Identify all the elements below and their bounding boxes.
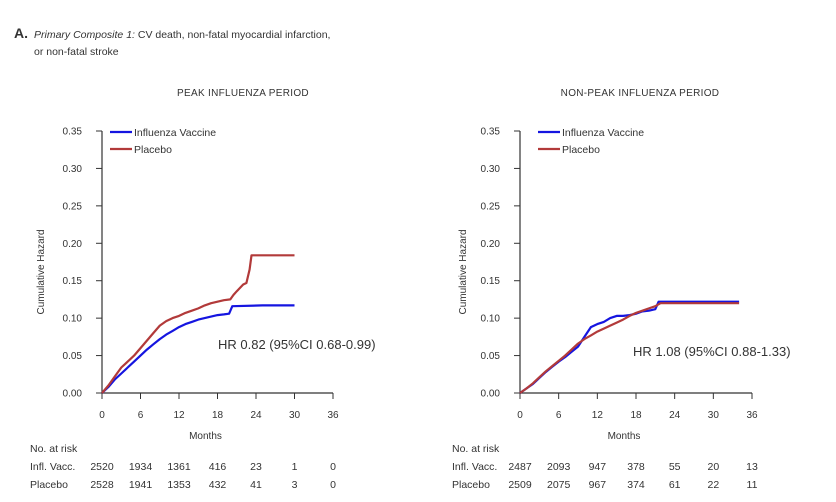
x-tick-label: 30 <box>708 410 720 421</box>
risk-table-cell: 22 <box>707 479 719 491</box>
risk-table-cell: 13 <box>746 461 758 473</box>
figure-title-line1: Primary Composite 1: CV death, non-fatal… <box>34 29 330 41</box>
risk-table-row-label: Infl. Vacc. <box>452 461 497 473</box>
y-tick-label: 0.15 <box>481 276 501 287</box>
risk-table-cell: 0 <box>330 479 336 491</box>
y-tick-label: 0.30 <box>63 164 83 175</box>
legend-label-vaccine: Influenza Vaccine <box>562 127 644 139</box>
x-tick-label: 24 <box>669 410 681 421</box>
y-tick-label: 0.05 <box>481 351 501 362</box>
x-tick-label: 30 <box>289 410 301 421</box>
risk-table-cell: 1361 <box>167 461 191 473</box>
legend-label-placebo: Placebo <box>134 144 172 156</box>
y-tick-label: 0.00 <box>481 389 501 400</box>
risk-table-cell: 61 <box>669 479 681 491</box>
risk-table-cell: 23 <box>250 461 262 473</box>
y-axis-label: Cumulative Hazard <box>36 229 47 314</box>
x-tick-label: 0 <box>517 410 523 421</box>
risk-table-header: No. at risk <box>30 443 78 455</box>
risk-table-cell: 2487 <box>508 461 532 473</box>
risk-table-cell: 947 <box>589 461 607 473</box>
y-tick-label: 0.10 <box>63 314 83 325</box>
x-tick-label: 18 <box>212 410 224 421</box>
risk-table-cell: 2520 <box>90 461 114 473</box>
x-tick-label: 12 <box>173 410 185 421</box>
y-tick-label: 0.35 <box>481 127 501 138</box>
figure-title-line2: or non-fatal stroke <box>34 46 119 58</box>
chart-peak-influenza: PEAK INFLUENZA PERIOD 0.00 0.05 0.10 0.15 0.2… <box>30 88 376 491</box>
risk-table-cell: 41 <box>250 479 262 491</box>
x-tick-label: 36 <box>327 410 339 421</box>
risk-table-cell: 1353 <box>167 479 191 491</box>
y-axis-label: Cumulative Hazard <box>458 229 469 314</box>
x-axis-label: Months <box>608 431 641 442</box>
figure-title-rest: CV death, non-fatal myocardial infarctio… <box>135 29 331 41</box>
x-axis-label: Months <box>189 431 222 442</box>
risk-table-cell: 967 <box>589 479 607 491</box>
y-tick-label: 0.20 <box>63 239 83 250</box>
risk-table-cell: 2093 <box>547 461 571 473</box>
chart-title: NON-PEAK INFLUENZA PERIOD <box>561 88 720 99</box>
risk-table-row-label: Infl. Vacc. <box>30 461 75 473</box>
risk-table-cell: 0 <box>330 461 336 473</box>
y-tick-label: 0.10 <box>481 314 501 325</box>
x-tick-label: 6 <box>138 410 144 421</box>
legend-label-vaccine: Influenza Vaccine <box>134 127 216 139</box>
x-tick-label: 6 <box>556 410 562 421</box>
risk-table-header: No. at risk <box>452 443 500 455</box>
hazard-ratio-annotation: HR 0.82 (95%CI 0.68-0.99) <box>218 337 376 352</box>
series-line-placebo <box>519 302 740 394</box>
x-tick-label: 12 <box>592 410 604 421</box>
y-tick-label: 0.35 <box>63 127 83 138</box>
chart-non-peak-influenza: NON-PEAK INFLUENZA PERIOD 0.00 0.05 0.10 0.1… <box>452 88 791 491</box>
y-tick-label: 0.20 <box>481 239 501 250</box>
risk-table-cell: 55 <box>669 461 681 473</box>
risk-table-cell: 378 <box>627 461 645 473</box>
risk-table-cell: 3 <box>292 479 298 491</box>
risk-table-cell: 1941 <box>129 479 153 491</box>
x-tick-label: 36 <box>746 410 758 421</box>
series-line-placebo <box>101 254 295 394</box>
risk-table-row-label: Placebo <box>30 479 68 491</box>
risk-table-cell: 11 <box>747 479 758 491</box>
series-line-vaccine <box>101 304 295 394</box>
x-tick-label: 24 <box>250 410 262 421</box>
panel-letter: A. <box>14 25 28 41</box>
risk-table-cell: 2509 <box>508 479 532 491</box>
y-tick-label: 0.05 <box>63 351 83 362</box>
risk-table-cell: 1934 <box>129 461 153 473</box>
risk-table-cell: 374 <box>627 479 645 491</box>
risk-table-cell: 416 <box>209 461 227 473</box>
figure-title-italic: Primary Composite 1: <box>34 29 135 41</box>
y-tick-label: 0.30 <box>481 164 501 175</box>
hazard-ratio-annotation: HR 1.08 (95%CI 0.88-1.33) <box>633 344 791 359</box>
risk-table-cell: 432 <box>209 479 227 491</box>
risk-table-cell: 2075 <box>547 479 571 491</box>
x-tick-label: 0 <box>99 410 105 421</box>
y-tick-label: 0.00 <box>63 389 83 400</box>
legend-label-placebo: Placebo <box>562 144 600 156</box>
risk-table-cell: 1 <box>292 461 298 473</box>
y-tick-label: 0.25 <box>63 201 83 212</box>
x-tick-label: 18 <box>630 410 642 421</box>
risk-table-cell: 2528 <box>90 479 114 491</box>
risk-table-cell: 20 <box>707 461 719 473</box>
y-tick-label: 0.15 <box>63 276 83 287</box>
risk-table-row-label: Placebo <box>452 479 490 491</box>
chart-title: PEAK INFLUENZA PERIOD <box>177 88 309 99</box>
y-tick-label: 0.25 <box>481 201 501 212</box>
